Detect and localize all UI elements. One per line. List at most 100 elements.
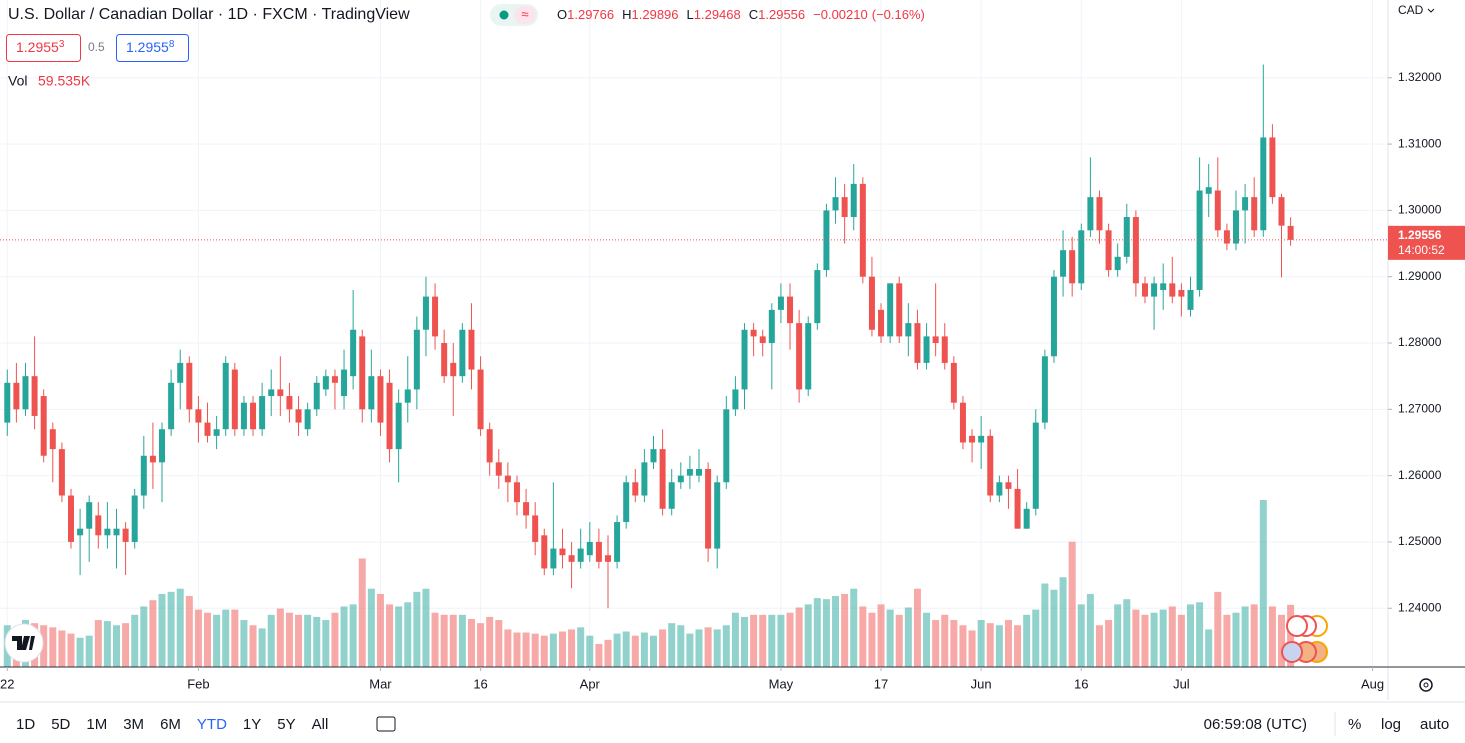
volume-bar xyxy=(440,614,448,667)
candle-body xyxy=(750,329,757,337)
candle-body xyxy=(1141,283,1148,297)
auto-toggle[interactable]: auto xyxy=(1420,716,1449,733)
volume-bar xyxy=(222,609,230,667)
currency[interactable]: CAD xyxy=(1398,3,1424,17)
volume-bar xyxy=(995,625,1003,667)
candle-body xyxy=(86,502,93,529)
candle-body xyxy=(759,336,766,344)
bid-box[interactable] xyxy=(6,34,81,62)
change-percent: (−0.16%) xyxy=(872,7,925,22)
volume-bar xyxy=(950,620,958,667)
y-tick-label: 1.30000 xyxy=(1398,203,1442,217)
ohlc-value: 1.29556 xyxy=(758,7,805,22)
volume-bar xyxy=(795,607,803,667)
candle-body xyxy=(541,535,548,569)
grid xyxy=(0,0,1388,667)
volume-bar xyxy=(513,632,521,667)
candle-body xyxy=(377,376,384,423)
range-button[interactable]: 1D xyxy=(16,716,35,733)
candle-body xyxy=(350,329,357,377)
candle-body xyxy=(504,475,511,483)
y-tick-label: 1.27000 xyxy=(1398,401,1442,415)
percent-toggle[interactable]: % xyxy=(1348,716,1361,733)
volume-bar xyxy=(1278,614,1286,667)
candle-body xyxy=(213,429,220,436)
range-button[interactable]: 1Y xyxy=(243,716,261,733)
range-button[interactable]: 6M xyxy=(160,716,181,733)
candle-body xyxy=(614,522,621,562)
last-price-tag xyxy=(1388,225,1465,260)
candle-body xyxy=(777,296,784,310)
volume-bar xyxy=(986,623,994,667)
range-button[interactable]: 3M xyxy=(123,716,144,733)
volume-bar xyxy=(413,591,421,667)
volume-bar xyxy=(304,614,312,667)
candle-body xyxy=(331,376,338,383)
candle-body xyxy=(395,402,402,450)
candle-body xyxy=(1078,230,1085,284)
candle-body xyxy=(168,382,175,430)
range-button[interactable]: YTD xyxy=(197,716,227,733)
settings-icon[interactable] xyxy=(1419,678,1433,692)
candle-body xyxy=(513,482,520,503)
range-button[interactable]: 5D xyxy=(51,716,70,733)
volume-bar xyxy=(777,614,785,667)
volume-bar xyxy=(1050,589,1058,667)
candle-body xyxy=(787,296,794,324)
ask-box[interactable] xyxy=(116,34,189,62)
volume-bar xyxy=(895,614,903,667)
candle-body xyxy=(1269,137,1276,198)
candle-body xyxy=(186,362,193,410)
volume-bar xyxy=(659,629,667,667)
volume-bar xyxy=(85,635,93,667)
volume-bar xyxy=(686,633,694,667)
y-tick-label: 1.31000 xyxy=(1398,136,1442,150)
candle-body xyxy=(1278,197,1285,226)
candle-body xyxy=(814,270,821,324)
candle-body xyxy=(714,482,721,549)
candle-body xyxy=(386,382,393,450)
candle-body xyxy=(1069,250,1076,284)
candle-body xyxy=(686,469,693,476)
symbol-title: U.S. Dollar / Canadian Dollar · 1D · FXC… xyxy=(8,6,410,23)
volume-bar xyxy=(649,635,657,667)
range-button[interactable]: All xyxy=(312,716,329,733)
volume-bar xyxy=(340,606,348,667)
candle-body xyxy=(268,389,275,397)
event-flag[interactable] xyxy=(1281,641,1303,663)
volume-bar xyxy=(868,612,876,667)
volume-bar xyxy=(1004,620,1012,667)
x-tick-label: 17 xyxy=(874,676,888,691)
currency-caret xyxy=(1427,8,1435,13)
volume-bar xyxy=(231,609,239,667)
candle-body xyxy=(1105,230,1112,271)
volume-bar xyxy=(1214,591,1222,667)
volume-bar xyxy=(1105,620,1113,667)
candle-body xyxy=(1096,197,1103,231)
ohlc-value: 1.29468 xyxy=(694,7,741,22)
volume-bar xyxy=(213,614,221,667)
candle-body xyxy=(304,409,311,430)
volume-bar xyxy=(176,588,184,667)
event-flags xyxy=(1281,615,1328,663)
event-flag[interactable] xyxy=(1286,615,1308,637)
volume-bar xyxy=(631,635,639,667)
candle-body xyxy=(632,482,639,496)
candle-body xyxy=(1005,482,1012,489)
date-range-icon[interactable] xyxy=(376,716,396,732)
candle-body xyxy=(1123,217,1130,257)
candle-body xyxy=(696,469,703,476)
range-button[interactable]: 1M xyxy=(86,716,107,733)
candle-body xyxy=(222,362,229,430)
clock[interactable]: 06:59:08 (UTC) xyxy=(1204,716,1307,733)
y-tick-label: 1.26000 xyxy=(1398,468,1442,482)
log-toggle[interactable]: log xyxy=(1381,716,1401,733)
range-button[interactable]: 5Y xyxy=(277,716,295,733)
volume-bar xyxy=(577,627,585,667)
candle-body xyxy=(195,409,202,423)
candle-body xyxy=(1251,197,1258,231)
candle-body xyxy=(432,296,439,337)
candle-body xyxy=(586,541,593,556)
volume-bar xyxy=(431,612,439,667)
candle-body xyxy=(604,555,611,562)
